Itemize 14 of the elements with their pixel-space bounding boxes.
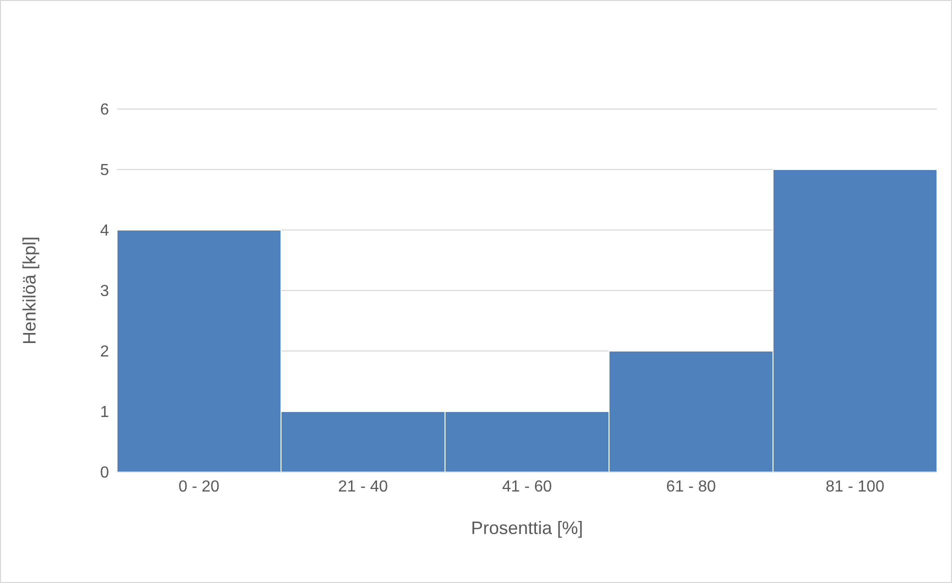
x-tick-label: 61 - 80	[666, 478, 716, 496]
x-tick-label: 41 - 60	[502, 478, 552, 496]
y-tick-label: 4	[100, 222, 110, 240]
y-tick-label: 6	[100, 102, 110, 119]
x-tick-label: 0 - 20	[178, 478, 220, 496]
y-tick-label: 3	[100, 283, 110, 300]
x-axis-title: Prosenttia [%]	[470, 518, 584, 538]
y-tick-label: 2	[100, 344, 110, 361]
y-tick-label: 1	[100, 404, 110, 422]
y-tick-label: 5	[100, 162, 110, 180]
x-tick-label: 81 - 100	[826, 478, 884, 496]
x-tick-label: 21 - 40	[338, 478, 388, 496]
y-tick-label: 0	[100, 464, 110, 482]
y-axis-title: Henkilöä [kpl]	[19, 236, 40, 345]
